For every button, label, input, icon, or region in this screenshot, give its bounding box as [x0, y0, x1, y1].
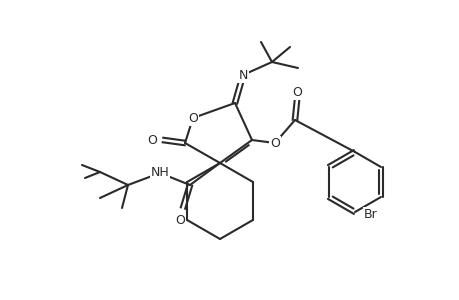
Text: O: O [147, 134, 157, 146]
Text: O: O [291, 85, 301, 98]
Text: Br: Br [364, 208, 377, 220]
Text: O: O [188, 112, 197, 124]
Text: NH: NH [150, 167, 169, 179]
Text: O: O [175, 214, 185, 226]
Text: N: N [238, 68, 247, 82]
Text: O: O [269, 136, 280, 149]
